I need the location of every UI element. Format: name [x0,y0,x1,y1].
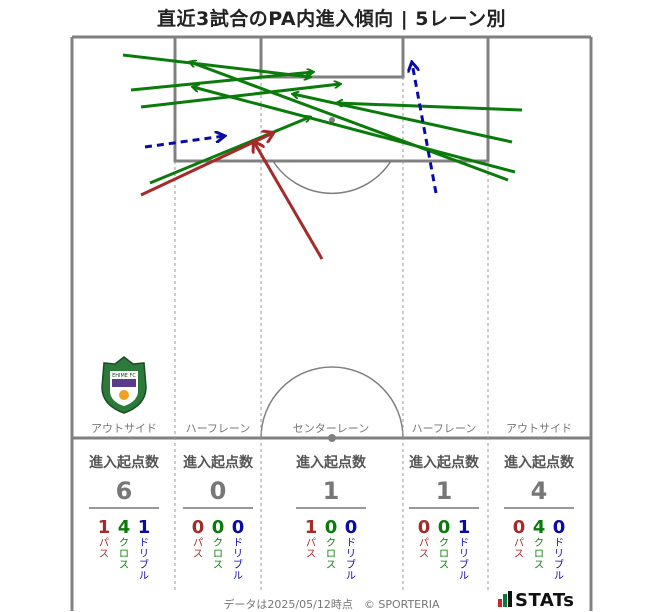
lane-2-pass-label: パス [193,537,203,560]
lane-total-2: 0 [210,477,227,505]
lane-1-pass-label: パス [99,537,109,560]
lane-1-cross-label: クロス [119,537,129,571]
lane-header-1: 進入起点数 [89,454,160,471]
crest-band-icon [112,379,136,387]
arrow-cross-8 [337,103,523,112]
footer-note: データは2025/05/12時点 © SPORTERIA [223,598,440,611]
lane-5-dribble-label: ドリブル [554,538,564,582]
lane-header-5: 進入起点数 [504,454,575,471]
lane-4-pass-label: パス [419,537,429,560]
lane-header-3: 進入起点数 [296,454,367,471]
pitch-lines [70,35,593,611]
lane-4-dribble-count: 1 [458,517,471,538]
lane-name-2: ハーフレーン [186,422,251,435]
lane-2-dribble-label: ドリブル [233,538,243,582]
center-circle-arc [260,366,404,439]
lane-labels: アウトサイド進入起点数61パス4クロス1ドリブルハーフレーン進入起点数00パス0… [89,422,575,582]
lane-5-pass-count: 0 [513,517,526,538]
arrow-cross-5 [190,62,509,182]
lane-3-dribble-count: 0 [345,517,358,538]
lane-total-5: 4 [531,477,548,505]
penalty-spot [329,117,335,123]
lane-name-4: ハーフレーン [412,422,477,435]
lane-2-pass-count: 0 [192,517,205,538]
lane-total-4: 1 [436,477,453,505]
lane-dividers [174,77,489,592]
lane-5-cross-label: クロス [534,537,544,571]
lane-5-cross-count: 4 [533,517,546,538]
crest-text: EHIME FC [112,373,136,379]
lane-total-1: 6 [116,477,133,505]
arrow-cross-2 [130,72,313,92]
lane-name-5: アウトサイド [506,422,572,435]
lane-4-dribble-label: ドリブル [459,538,469,582]
lane-1-dribble-label: ドリブル [139,538,149,582]
arrow-cross-6 [193,87,516,174]
lane-3-pass-label: パス [306,537,316,560]
arrow-pass-10 [254,142,324,260]
stats-logo-icon [498,591,512,612]
lane-name-1: アウトサイド [91,422,157,435]
arrow-dribble-11 [144,136,224,149]
lane-1-dribble-count: 1 [138,517,151,538]
lane-4-pass-count: 0 [418,517,431,538]
arrow-cross-7 [293,94,513,144]
lane-5-dribble-count: 0 [553,517,566,538]
lane-3-dribble-label: ドリブル [346,538,356,582]
goal-area [259,35,405,79]
lane-total-3: 1 [323,477,340,505]
stats-logo: STATs [498,590,574,612]
penalty-arc [272,160,392,195]
lane-header-4: 進入起点数 [409,454,480,471]
stats-logo-text: STATs [515,590,575,611]
lane-3-cross-count: 0 [325,517,338,538]
lane-name-3: センターレーン [293,422,369,435]
entry-arrows [122,53,523,260]
crest-ball-icon [119,390,129,400]
lane-2-dribble-count: 0 [232,517,245,538]
center-spot [328,434,336,442]
lane-2-cross-count: 0 [212,517,225,538]
lane-2-cross-label: クロス [213,537,223,571]
arrow-dribble-12 [412,63,438,194]
lane-1-pass-count: 1 [98,517,111,538]
lane-header-2: 進入起点数 [183,454,254,471]
team-crest: EHIME FC [101,356,147,414]
lane-5-pass-label: パス [514,537,524,560]
arrow-cross-4 [149,117,310,185]
lane-4-cross-label: クロス [439,537,449,571]
page-title: 直近3試合のPA内進入傾向 | 5レーン別 [156,8,507,30]
lane-3-cross-label: クロス [326,537,336,571]
lane-3-pass-count: 1 [305,517,318,538]
arrow-cross-3 [140,84,340,109]
arrow-pass-9 [140,133,273,197]
lane-4-cross-count: 0 [438,517,451,538]
arrow-cross-1 [122,53,310,77]
lane-1-cross-count: 4 [118,517,131,538]
